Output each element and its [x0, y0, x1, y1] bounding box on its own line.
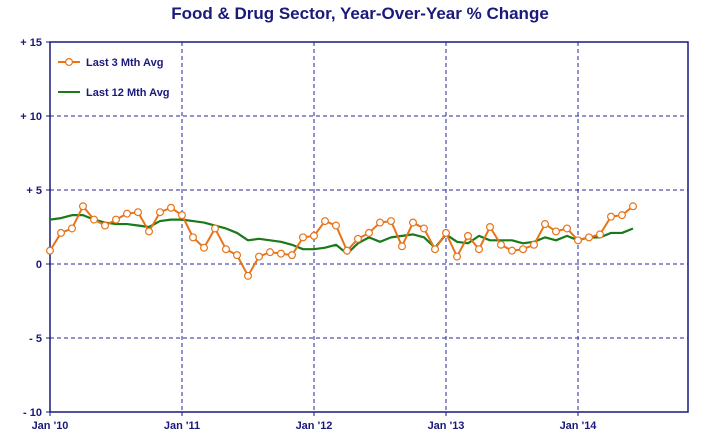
chart-title: Food & Drug Sector, Year-Over-Year % Cha…	[171, 4, 549, 23]
legend-label-last-12-mth-avg: Last 12 Mth Avg	[86, 87, 170, 99]
data-point	[111, 215, 120, 224]
plot-frame	[49, 41, 689, 413]
data-point	[321, 217, 330, 226]
data-point	[453, 252, 462, 261]
data-point	[551, 227, 560, 236]
y-tick-label: + 10	[20, 111, 42, 123]
data-point	[529, 240, 538, 249]
data-point	[464, 231, 473, 240]
legend: Last 3 Mth Avg Last 12 Mth Avg	[58, 57, 170, 99]
grid-layer	[50, 42, 688, 412]
data-point	[409, 218, 418, 227]
data-point	[573, 236, 582, 245]
data-point	[508, 246, 517, 255]
data-point	[343, 246, 352, 255]
data-point	[387, 217, 396, 226]
data-point	[540, 220, 549, 229]
y-tick-label: 0	[36, 259, 42, 271]
data-point	[45, 246, 54, 255]
data-point	[431, 245, 440, 254]
data-point	[122, 209, 131, 218]
data-point	[145, 227, 154, 236]
legend-label-last-3-mth-avg: Last 3 Mth Avg	[86, 57, 163, 69]
y-tick-label: + 15	[20, 37, 42, 49]
series-line-last-3-mth-avg	[49, 205, 634, 277]
data-point	[518, 245, 527, 254]
data-point	[167, 203, 176, 212]
data-point	[255, 252, 264, 261]
data-point	[486, 223, 495, 232]
data-point	[266, 248, 275, 257]
data-point	[420, 224, 429, 233]
data-point	[497, 240, 506, 249]
data-point	[200, 243, 209, 252]
y-tick-label: + 5	[26, 185, 42, 197]
y-tick-label: - 10	[23, 407, 42, 419]
data-point	[398, 242, 407, 251]
data-point	[299, 233, 308, 242]
data-point	[56, 228, 65, 237]
x-tick-label: Jan '14	[560, 420, 598, 432]
data-point	[310, 231, 319, 240]
x-tick-label: Jan '10	[32, 420, 69, 432]
data-point	[365, 228, 374, 237]
data-point	[475, 245, 484, 254]
data-point	[211, 224, 220, 233]
data-point	[584, 233, 593, 242]
data-point	[354, 234, 363, 243]
data-point	[78, 202, 87, 211]
legend-marker	[64, 57, 73, 66]
data-point	[442, 228, 451, 237]
data-point	[288, 251, 297, 260]
data-point	[156, 208, 165, 217]
data-point	[233, 251, 242, 260]
data-point	[562, 224, 571, 233]
x-tick-label: Jan '13	[428, 420, 465, 432]
data-point	[595, 230, 604, 239]
data-point	[100, 221, 109, 230]
data-point	[189, 233, 198, 242]
data-point	[376, 218, 385, 227]
data-point	[332, 221, 341, 230]
data-point	[606, 212, 615, 221]
data-point	[617, 211, 626, 220]
data-point	[628, 202, 637, 211]
data-point	[277, 249, 286, 258]
data-point	[134, 208, 143, 217]
data-point	[222, 245, 231, 254]
data-point	[178, 211, 187, 220]
data-point	[244, 271, 253, 280]
data-point	[89, 215, 98, 224]
y-tick-label: - 5	[29, 333, 42, 345]
x-tick-label: Jan '12	[296, 420, 333, 432]
series-layer	[45, 202, 637, 280]
data-point	[67, 224, 76, 233]
x-tick-label: Jan '11	[164, 420, 200, 432]
